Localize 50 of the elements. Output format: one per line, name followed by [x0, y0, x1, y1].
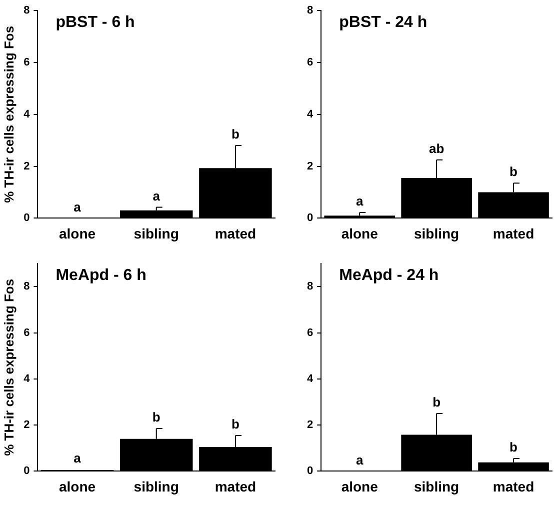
x-tick-label: mated — [492, 478, 534, 494]
x-tick-label: sibling — [414, 225, 460, 242]
x-tick-label: mated — [492, 225, 534, 242]
x-tick-label: sibling — [414, 478, 460, 494]
annotation: b — [152, 410, 160, 425]
annotation: a — [356, 194, 364, 209]
y-tick-label: 6 — [24, 326, 30, 339]
chart-title: pBST - 6 h — [56, 14, 135, 32]
y-tick-label: 4 — [24, 372, 31, 385]
y-tick-label: 8 — [24, 280, 30, 293]
annotation: b — [510, 440, 518, 455]
y-tick-label: 2 — [306, 419, 314, 432]
y-tick-label: 8 — [24, 4, 30, 17]
chart-title: MeApd - 24 h — [339, 267, 439, 284]
x-tick-label: sibling — [134, 478, 179, 494]
y-tick-label: 4 — [306, 108, 314, 120]
y-axis-title: % TH-ir cells expressing Fos — [1, 278, 16, 456]
y-axis-title: % TH-ir cells expressing Fos — [1, 26, 16, 203]
x-tick-label: alone — [58, 478, 96, 494]
x-tick-label: alone — [341, 478, 378, 494]
y-tick-label: 2 — [24, 160, 30, 172]
y-tick-label: 2 — [24, 419, 30, 432]
y-tick-label: 8 — [306, 4, 314, 17]
x-tick-label: alone — [58, 225, 96, 242]
annotation: b — [231, 126, 240, 142]
annotation: a — [356, 452, 364, 468]
y-tick-label: 8 — [306, 280, 314, 293]
y-tick-label: 0 — [24, 212, 30, 224]
chart-title: MeApd - 6 h — [56, 267, 146, 284]
y-tick-label: 4 — [24, 108, 31, 120]
y-tick-label: 0 — [24, 465, 30, 478]
annotation: b — [432, 394, 441, 410]
chart-title: pBST - 24 h — [339, 14, 428, 32]
annotation: a — [74, 199, 82, 214]
y-tick-label: 6 — [306, 56, 314, 69]
x-tick-label: mated — [214, 478, 256, 494]
y-tick-label: 4 — [306, 372, 314, 385]
annotation: b — [231, 416, 240, 432]
y-tick-label: 0 — [306, 212, 314, 224]
y-tick-label: 6 — [24, 56, 30, 69]
x-tick-label: mated — [214, 225, 256, 242]
y-tick-label: 0 — [306, 465, 314, 478]
annotation: ab — [428, 140, 444, 156]
annotation: a — [152, 188, 161, 204]
x-tick-label: alone — [341, 225, 378, 242]
y-tick-label: 6 — [306, 326, 314, 339]
x-tick-label: sibling — [134, 225, 179, 242]
y-tick-label: 2 — [306, 160, 314, 172]
annotation: b — [510, 164, 518, 180]
annotation: a — [74, 450, 82, 466]
